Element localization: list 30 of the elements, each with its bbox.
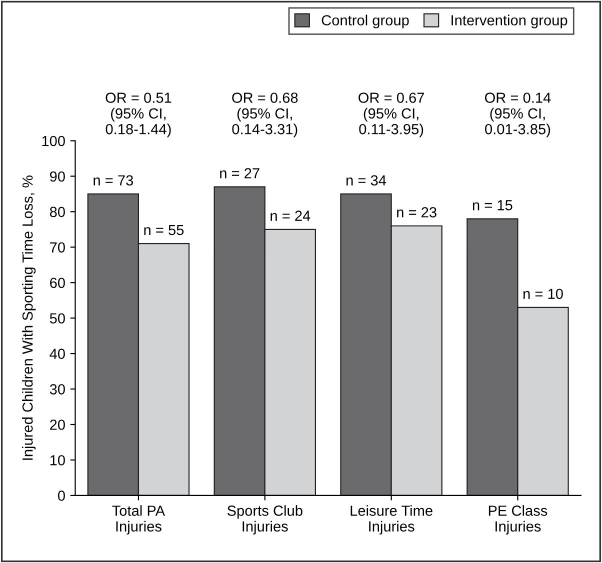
text: OR = 0.51 (95% CI, 0.18-1.44) [106, 92, 172, 138]
annotation: n = 10 [524, 288, 563, 300]
annotation: n = 34 [346, 175, 386, 186]
x-tick-label: PE Class Injuries [488, 505, 548, 534]
annotation: n = 23 [397, 207, 436, 218]
x-tick-label: Leisure Time Injuries [350, 505, 432, 534]
y-tick-label: 70 [50, 242, 65, 253]
y-tick-label: 40 [50, 348, 65, 359]
y-axis-title: Injured Children With Sporting Time Loss, % [22, 176, 36, 460]
y-tick-label: 10 [50, 455, 65, 466]
text: OR = 0.14 (95% CI, 0.01-3.85) [484, 92, 551, 138]
y-tick-label: 100 [42, 136, 65, 146]
y-tick-label: 50 [50, 313, 65, 324]
legend-label: Intervention group [452, 14, 568, 28]
annotation: n = 55 [144, 224, 184, 236]
x-tick-label: Total PA Injuries [112, 505, 166, 534]
annotation: n = 73 [94, 175, 134, 186]
text: OR = 0.68 (95% CI, 0.14-3.31) [232, 92, 298, 138]
legend-label: Control group [322, 14, 409, 28]
y-tick-label: 60 [50, 278, 65, 288]
annotation: n = 15 [472, 200, 512, 210]
y-tick-label: 90 [50, 171, 65, 182]
y-tick-label: 20 [50, 420, 65, 430]
annotation: n = 27 [220, 168, 260, 178]
annotation: n = 24 [270, 210, 310, 221]
y-tick-label: 80 [50, 206, 65, 218]
y-tick-label: 0 [58, 490, 65, 501]
y-tick-label: 30 [50, 384, 65, 394]
x-tick-label: Sports Club Injuries [227, 505, 302, 534]
text: OR = 0.67 (95% CI, 0.11-3.95) [358, 92, 424, 138]
